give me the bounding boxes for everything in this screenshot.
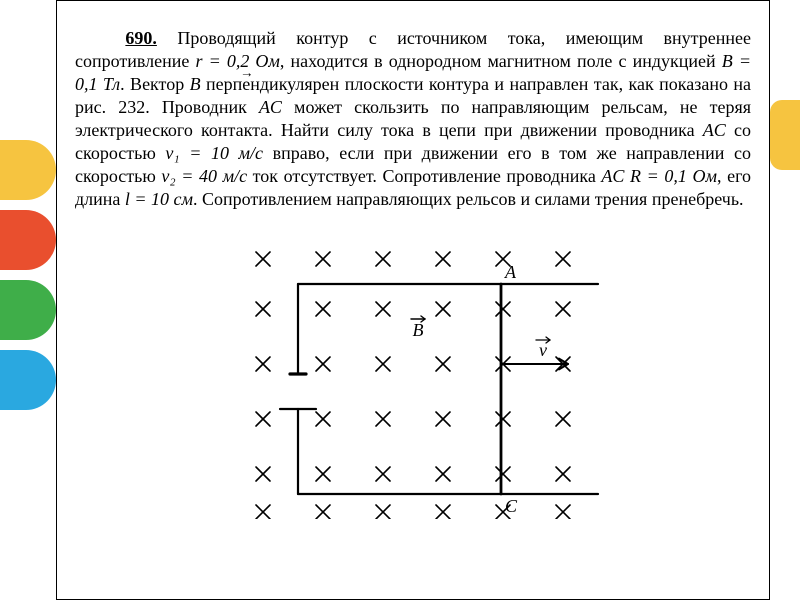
fig-ref: 232 bbox=[118, 97, 145, 117]
txt-b: , находится в одно­родном магнитном поле… bbox=[280, 51, 722, 71]
problem-number: 690. bbox=[125, 28, 157, 48]
stripe-4 bbox=[0, 350, 56, 410]
wire-3: AC bbox=[601, 166, 624, 186]
svg-text:C: C bbox=[505, 496, 518, 516]
val-v2: v₂ = 40 м/с bbox=[161, 166, 247, 186]
svg-text:A: A bbox=[504, 262, 517, 282]
page: 690. Проводящий контур с источником тока… bbox=[56, 0, 770, 600]
txt-c: . Вектор bbox=[120, 74, 189, 94]
figure: ACBv bbox=[203, 229, 623, 519]
stripe-3 bbox=[0, 280, 56, 340]
vec-B: B bbox=[190, 74, 201, 94]
right-tab bbox=[770, 100, 800, 170]
val-v1: v₁ = 10 м/с bbox=[165, 143, 263, 163]
stripe-1 bbox=[0, 140, 56, 200]
problem-text: 690. Проводящий контур с источником тока… bbox=[75, 27, 751, 211]
wire-2: AC bbox=[703, 120, 726, 140]
txt-e: . Проводник bbox=[145, 97, 259, 117]
val-R: R = 0,1 Ом bbox=[630, 166, 717, 186]
wire-1: AC bbox=[259, 97, 282, 117]
val-l: l = 10 см bbox=[125, 189, 193, 209]
txt-i: ток от­сутствует. Сопротивление проводни… bbox=[247, 166, 601, 186]
svg-text:B: B bbox=[413, 320, 424, 340]
txt-l: . Сопротивлением направляющих рельсов и … bbox=[193, 189, 744, 209]
stripe-2 bbox=[0, 210, 56, 270]
